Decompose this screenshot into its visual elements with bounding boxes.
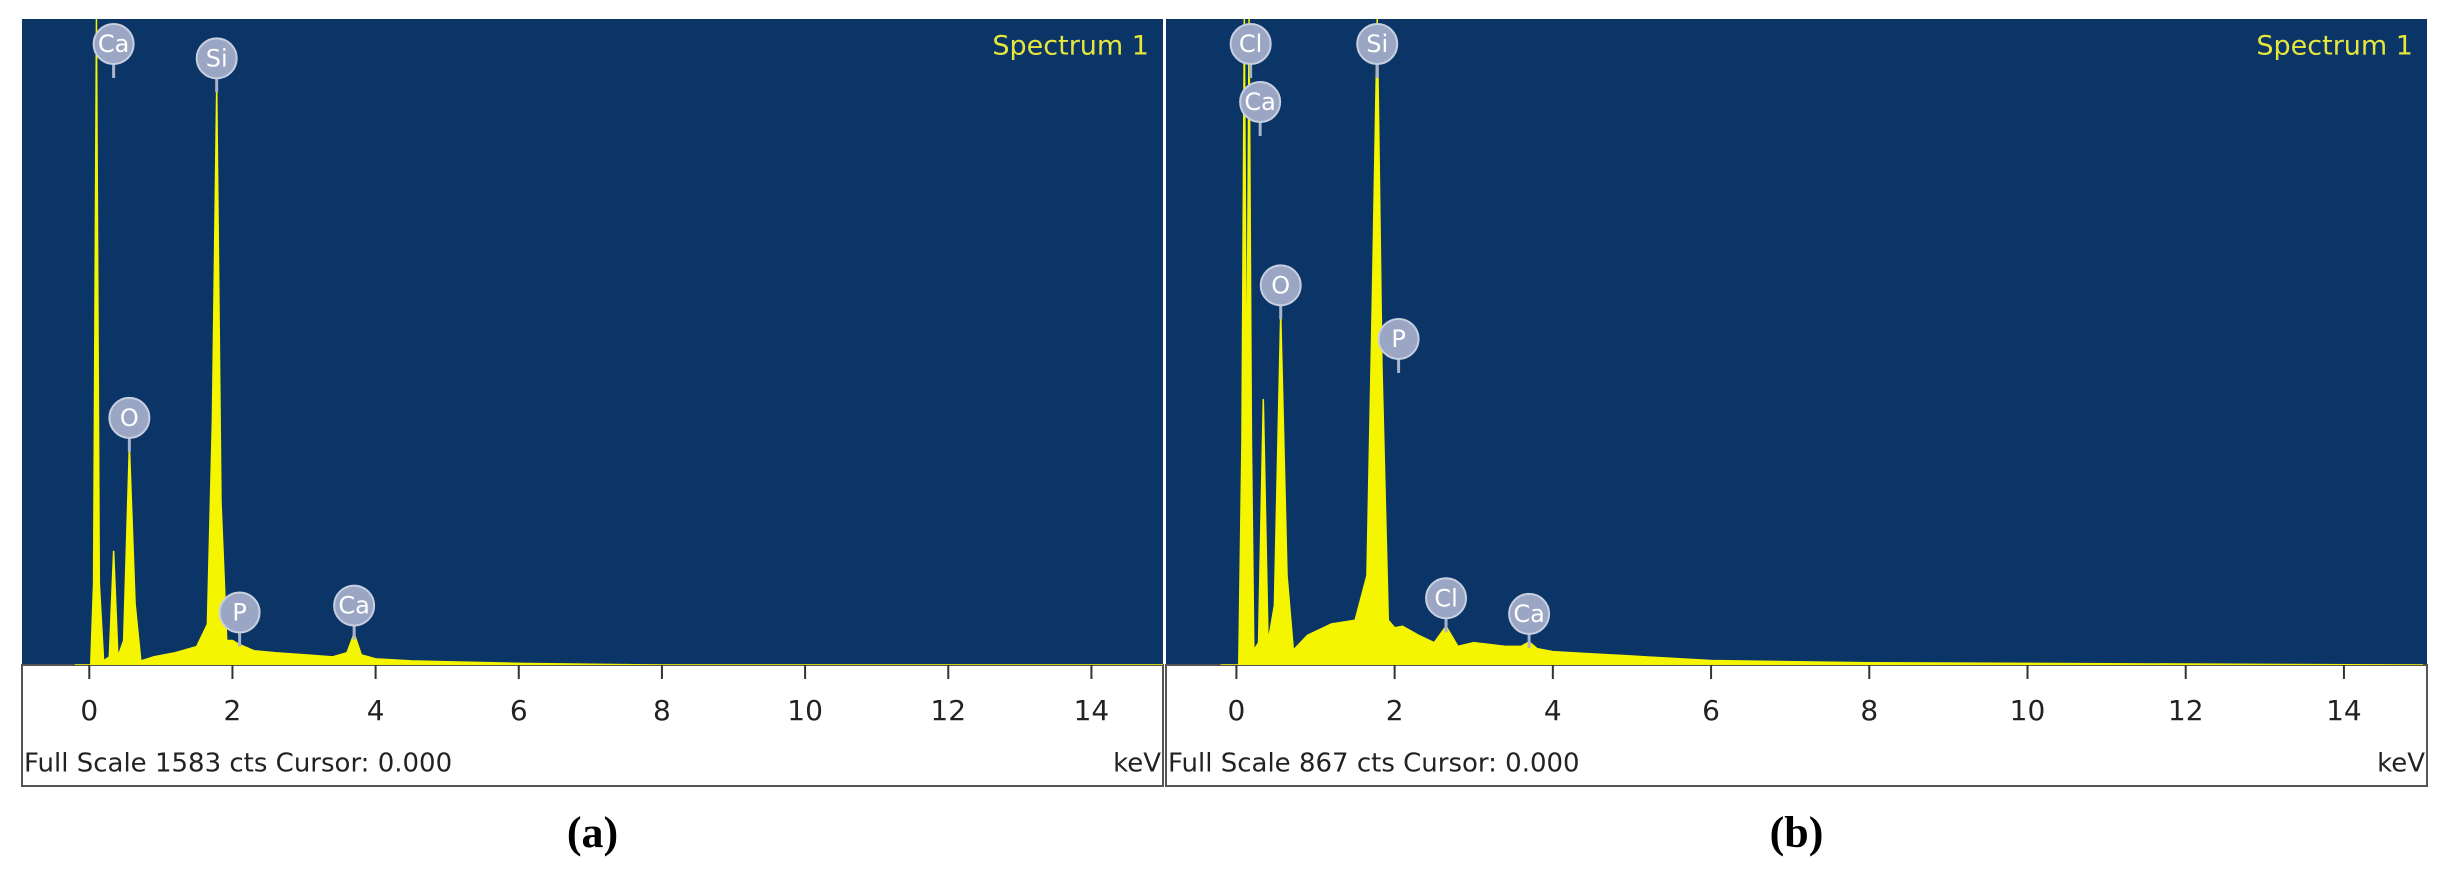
x-tick-label: 10	[787, 694, 823, 727]
peak-label: Ca	[98, 30, 129, 58]
panel: 0 2 4 6 8 10 12 14 Spectrum 1 Full Scale 867 cts …	[1165, 19, 2428, 857]
peak-label: Cl	[1239, 30, 1262, 58]
x-tick-label: 2	[1386, 694, 1404, 727]
label-bubble	[1239, 81, 1282, 123]
x-axis-label: keV	[2377, 749, 2425, 779]
x-tick-label: 8	[1860, 694, 1878, 727]
footer: Full Scale 1583 cts Cursor: 0.000	[24, 749, 452, 779]
axis-strip	[21, 664, 1164, 787]
peak-label: O	[120, 404, 139, 432]
label-bubble	[1425, 577, 1468, 620]
x-tick-label: 4	[1544, 694, 1562, 727]
label-bubble	[218, 591, 261, 634]
spectrum	[1220, 19, 2424, 665]
label-bubble	[1229, 23, 1272, 65]
label-bubble	[1356, 23, 1399, 65]
plot-background	[22, 19, 1163, 665]
footer: Full Scale 867 cts Cursor: 0.000	[1168, 749, 1580, 779]
peak-label: Cl	[1434, 584, 1457, 612]
x-tick-label: 12	[930, 694, 966, 727]
x-tick-label: 10	[2010, 694, 2046, 727]
x-tick-label: 0	[80, 694, 98, 727]
x-tick-label: 14	[1074, 694, 1110, 727]
label-bubble	[92, 23, 135, 65]
x-tick-label: 6	[510, 694, 528, 727]
label-bubble	[195, 37, 238, 80]
label-bubble	[333, 584, 376, 627]
axis-strip	[1165, 664, 2428, 787]
x-tick-label: 2	[224, 694, 242, 727]
x-tick-label: 0	[1227, 694, 1245, 727]
x-tick-label: 6	[1702, 694, 1720, 727]
x-tick-label: 4	[367, 694, 385, 727]
label-bubble	[1259, 264, 1302, 307]
peak-label: P	[1391, 325, 1405, 353]
spectrum-title: Spectrum 1	[992, 31, 1149, 62]
peak-label: Ca	[338, 592, 369, 620]
label-bubble	[1508, 592, 1551, 635]
x-tick-label: 14	[2326, 694, 2362, 727]
x-tick-label: 12	[2168, 694, 2204, 727]
x-axis-label: keV	[1113, 749, 1161, 779]
peak-label: P	[232, 599, 246, 627]
x-tick-label: 8	[653, 694, 671, 727]
peak-label: Ca	[1513, 600, 1544, 628]
panel: 0 2 4 6 8 10 12 14 Spectrum 1 Full Scale 1583 cts…	[21, 19, 1164, 857]
peak-label: Ca	[1244, 88, 1275, 116]
peak-label: O	[1271, 271, 1290, 299]
label-bubble	[108, 396, 151, 439]
peak-label: Si	[206, 44, 228, 72]
spectrum-title: Spectrum 1	[2256, 31, 2413, 62]
caption: (b)	[1770, 808, 1824, 857]
peak-label: Si	[1366, 30, 1388, 58]
caption: (a)	[567, 808, 618, 857]
plot-background	[1166, 19, 2427, 665]
label-bubble	[1377, 317, 1420, 360]
